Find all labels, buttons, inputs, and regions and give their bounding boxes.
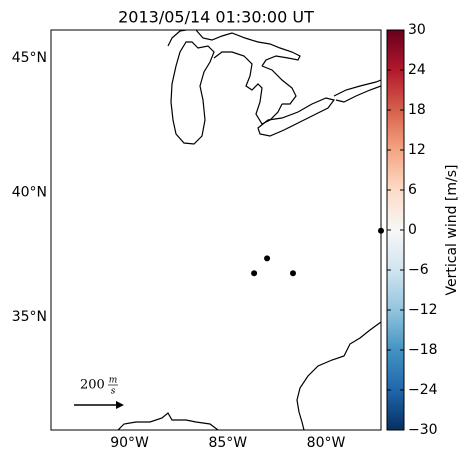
atlantic-coast	[296, 321, 381, 430]
lake-erie	[257, 97, 336, 137]
colorbar-label: Vertical wind [m/s]	[444, 165, 460, 296]
colorbar-tick-label: −18	[408, 342, 438, 358]
station-point	[290, 270, 296, 277]
lake-ontario	[333, 79, 381, 103]
lower-peninsula	[213, 51, 283, 125]
map-frame	[50, 29, 382, 431]
coastlines	[117, 30, 381, 430]
coastline	[167, 30, 187, 47]
quiver-key-label: 200	[80, 378, 105, 393]
colorbar-tick-label: −30	[408, 422, 438, 438]
quiver-key-arrowhead	[116, 401, 124, 409]
x-tick-label: 90°W	[110, 435, 149, 451]
colorbar-tick-label: −24	[408, 382, 438, 398]
y-tick-label: 35°N	[12, 309, 47, 325]
station-point	[264, 255, 271, 262]
gulf-coast	[117, 412, 219, 430]
station-point	[251, 270, 258, 277]
colorbar-tick-label: 30	[408, 22, 426, 38]
station-point	[378, 227, 384, 234]
chart-title: 2013/05/14 01:30:00 UT	[118, 8, 314, 27]
colorbar-tick-label: 0	[408, 222, 417, 238]
x-tick-label: 85°W	[208, 435, 247, 451]
colorbar-tick-label: −6	[408, 262, 429, 278]
y-tick-label: 40°N	[12, 184, 47, 200]
colorbar-tick-label: 6	[408, 182, 417, 198]
colorbar-tick-label: −12	[408, 302, 438, 318]
quiver-key-unit: s	[111, 387, 116, 397]
colorbar-tick-label: 12	[408, 142, 426, 158]
colorbar-tick-label: 24	[408, 62, 426, 78]
quiver-key: 200 m s	[74, 376, 124, 409]
lake-huron	[261, 65, 297, 105]
quiver-key-unit: m	[109, 376, 118, 386]
x-tick-label: 80°W	[307, 435, 346, 451]
coastline	[195, 30, 301, 67]
y-tick-label: 45°N	[12, 50, 47, 66]
lake-michigan	[170, 41, 215, 145]
colorbar-tick-label: 18	[408, 102, 426, 118]
